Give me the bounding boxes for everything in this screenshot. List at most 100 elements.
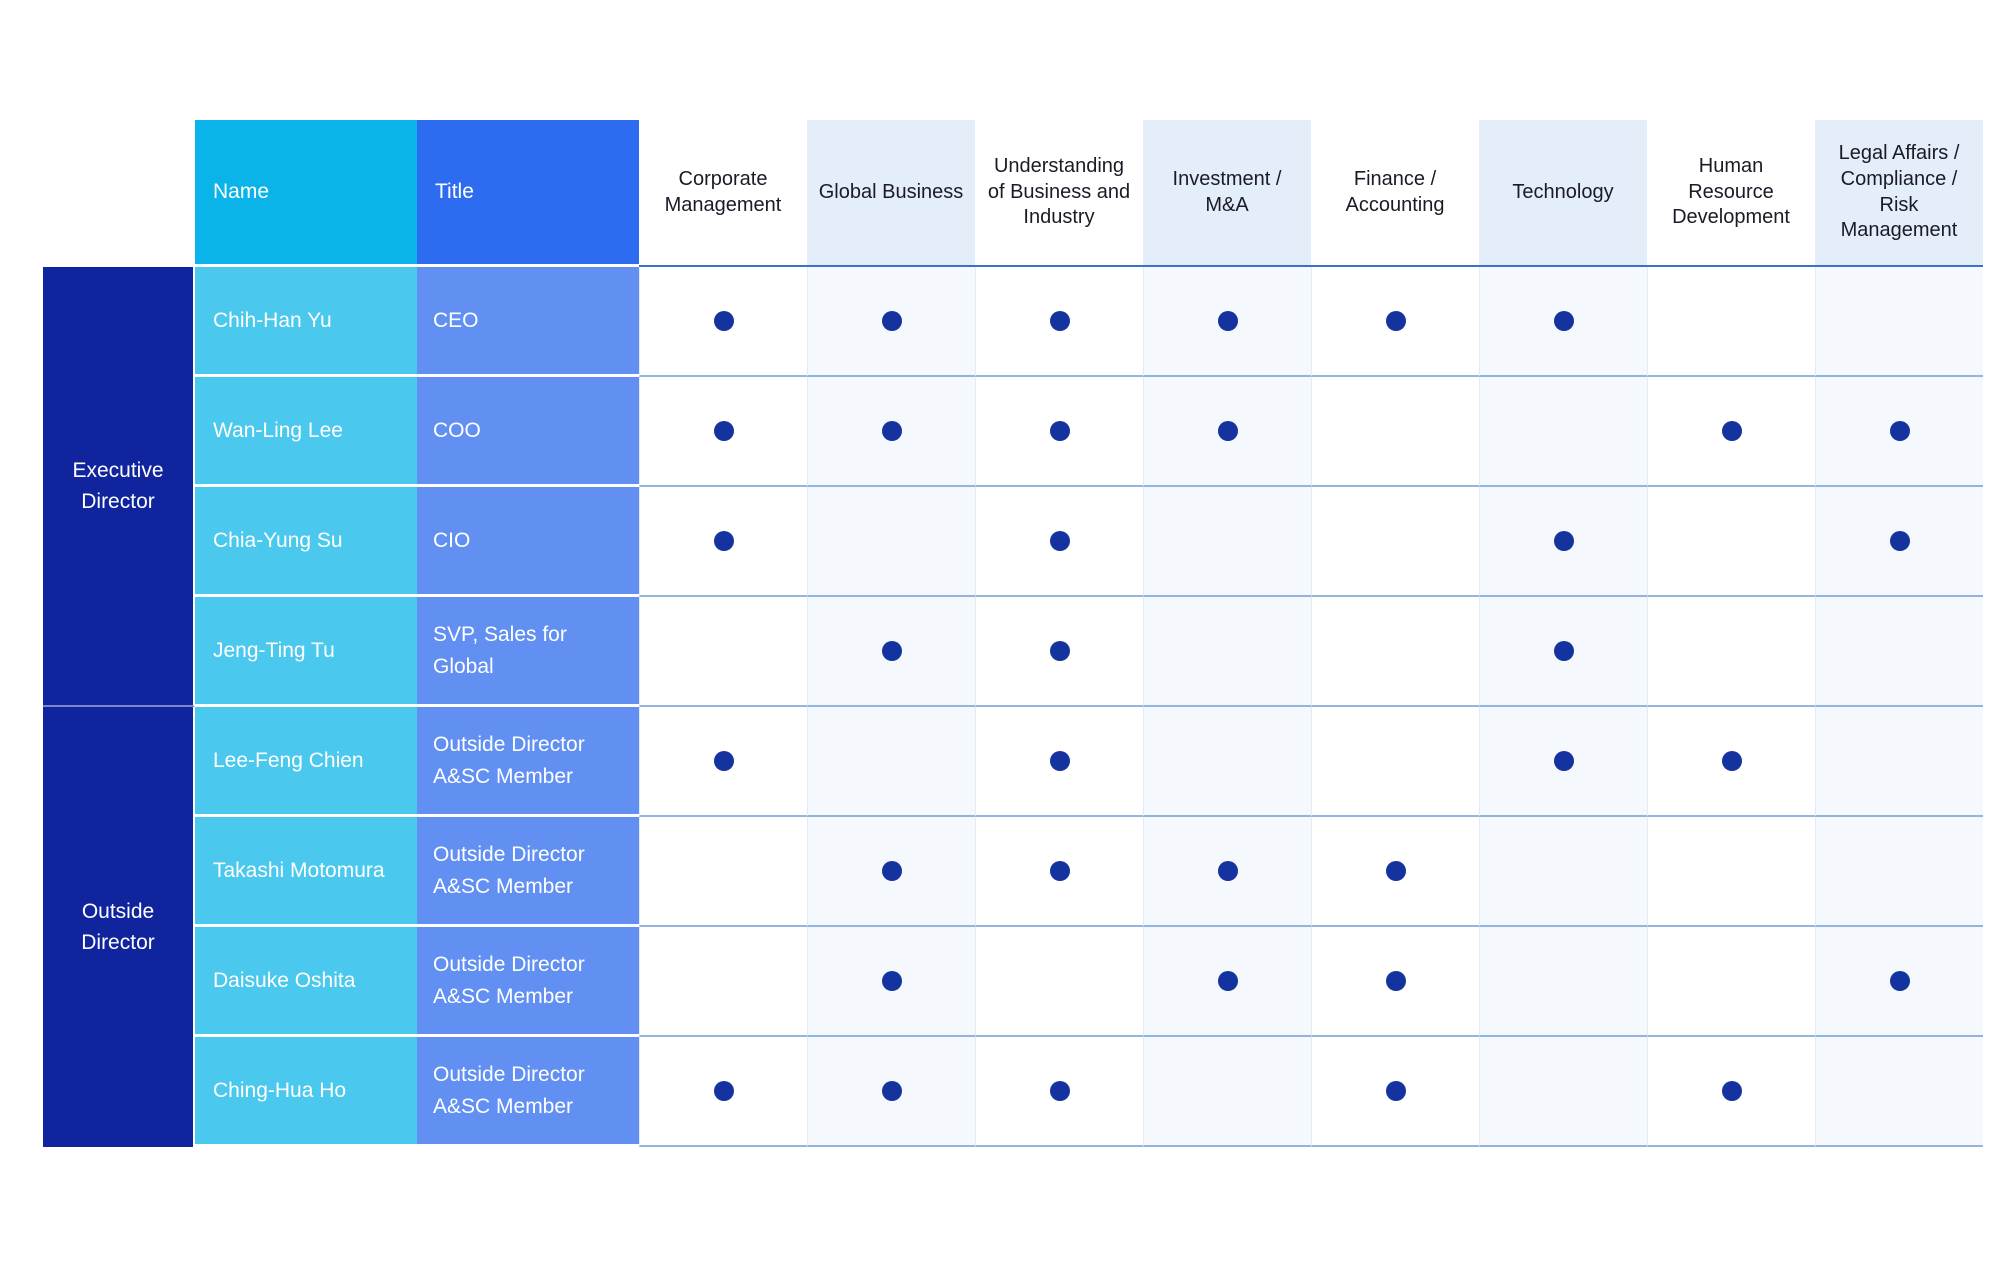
skill-cell bbox=[1815, 1037, 1983, 1147]
skill-column-header-understanding-of-business: Understanding of Business and Industry bbox=[975, 120, 1143, 267]
skill-cell bbox=[1311, 927, 1479, 1037]
skill-dot bbox=[1217, 421, 1238, 441]
title-cell: Outside Director A&SC Member bbox=[417, 1037, 639, 1147]
title-cell: Outside Director A&SC Member bbox=[417, 817, 639, 927]
skill-cell bbox=[1311, 377, 1479, 487]
title-cell: SVP, Sales for Global bbox=[417, 597, 639, 707]
name-cell: Lee-Feng Chien bbox=[195, 707, 417, 817]
skill-cell bbox=[1311, 817, 1479, 927]
skill-cell bbox=[1815, 377, 1983, 487]
skill-cell bbox=[639, 267, 807, 377]
name-cell: Takashi Motomura bbox=[195, 817, 417, 927]
skill-cell bbox=[1647, 377, 1815, 487]
skill-cell bbox=[1479, 707, 1647, 817]
skill-cell bbox=[975, 817, 1143, 927]
skill-cell bbox=[639, 597, 807, 707]
skill-dot bbox=[713, 421, 734, 441]
skill-column-header-investment-ma: Investment / M&A bbox=[1143, 120, 1311, 267]
skill-dot bbox=[1049, 311, 1070, 331]
skill-cell bbox=[1647, 1037, 1815, 1147]
skill-column-header-legal-affairs-compliance-risk: Legal Affairs / Compliance / Risk Manage… bbox=[1815, 120, 1983, 267]
skill-cell bbox=[807, 1037, 975, 1147]
name-cell: Ching-Hua Ho bbox=[195, 1037, 417, 1147]
skill-dot bbox=[881, 861, 902, 881]
skill-dot bbox=[1553, 531, 1574, 551]
name-cell: Chia-Yung Su bbox=[195, 487, 417, 597]
skill-cell bbox=[639, 377, 807, 487]
skill-cell bbox=[807, 707, 975, 817]
skill-dot bbox=[881, 421, 902, 441]
title-cell: Outside Director A&SC Member bbox=[417, 707, 639, 817]
skill-dot bbox=[881, 971, 902, 991]
skill-column-header-global-business: Global Business bbox=[807, 120, 975, 267]
skill-cell bbox=[1143, 1037, 1311, 1147]
skill-cell bbox=[807, 267, 975, 377]
skill-dot bbox=[1889, 971, 1910, 991]
skill-cell bbox=[1143, 267, 1311, 377]
skill-dot bbox=[1721, 1081, 1742, 1101]
skill-cell bbox=[639, 707, 807, 817]
skill-cell bbox=[1143, 487, 1311, 597]
skill-cell bbox=[1479, 267, 1647, 377]
skill-cell bbox=[807, 927, 975, 1037]
skill-column-header-finance-accounting: Finance / Accounting bbox=[1311, 120, 1479, 267]
skill-cell bbox=[1647, 817, 1815, 927]
skill-cell bbox=[1311, 1037, 1479, 1147]
skill-cell bbox=[1143, 597, 1311, 707]
skill-dot bbox=[1217, 311, 1238, 331]
skill-dot bbox=[713, 1081, 734, 1101]
skill-cell bbox=[807, 377, 975, 487]
skill-dot bbox=[1049, 531, 1070, 551]
title-cell: CEO bbox=[417, 267, 639, 377]
skill-dot bbox=[1721, 751, 1742, 771]
skill-cell bbox=[1815, 267, 1983, 377]
name-cell: Daisuke Oshita bbox=[195, 927, 417, 1037]
skill-dot bbox=[1553, 751, 1574, 771]
skill-cell bbox=[1479, 487, 1647, 597]
skill-dot bbox=[713, 751, 734, 771]
skill-cell bbox=[1479, 1037, 1647, 1147]
skill-cell bbox=[639, 817, 807, 927]
skill-cell bbox=[1815, 927, 1983, 1037]
skill-cell bbox=[1647, 597, 1815, 707]
skill-dot bbox=[1553, 311, 1574, 331]
skill-cell bbox=[1647, 487, 1815, 597]
skill-cell bbox=[1311, 267, 1479, 377]
skill-cell bbox=[975, 267, 1143, 377]
skill-cell bbox=[639, 1037, 807, 1147]
skill-cell bbox=[1311, 597, 1479, 707]
skill-cell bbox=[1479, 817, 1647, 927]
name-cell: Jeng-Ting Tu bbox=[195, 597, 417, 707]
skill-dot bbox=[713, 531, 734, 551]
skill-dot bbox=[1049, 641, 1070, 661]
title-cell: Outside Director A&SC Member bbox=[417, 927, 639, 1037]
corner-spacer bbox=[43, 120, 195, 267]
skill-cell bbox=[1143, 817, 1311, 927]
skill-column-header-technology: Technology bbox=[1479, 120, 1647, 267]
skill-dot bbox=[1385, 1081, 1406, 1101]
skill-cell bbox=[1143, 707, 1311, 817]
skill-dot bbox=[1385, 861, 1406, 881]
skill-dot bbox=[1385, 311, 1406, 331]
skill-cell bbox=[1647, 267, 1815, 377]
skill-cell bbox=[975, 487, 1143, 597]
skill-dot bbox=[713, 311, 734, 331]
skill-cell bbox=[1815, 487, 1983, 597]
skill-dot bbox=[881, 311, 902, 331]
skill-dot bbox=[1553, 641, 1574, 661]
skill-dot bbox=[1049, 421, 1070, 441]
skill-cell bbox=[975, 707, 1143, 817]
skill-cell bbox=[1311, 707, 1479, 817]
skill-dot bbox=[881, 1081, 902, 1101]
skill-dot bbox=[1049, 1081, 1070, 1101]
skill-cell bbox=[807, 597, 975, 707]
skill-column-header-corporate-management: Corporate Management bbox=[639, 120, 807, 267]
skill-cell bbox=[1815, 597, 1983, 707]
skill-dot bbox=[1217, 971, 1238, 991]
skill-cell bbox=[975, 927, 1143, 1037]
skill-cell bbox=[807, 487, 975, 597]
row-group-cell: Outside Director bbox=[43, 707, 195, 1147]
name-cell: Chih-Han Yu bbox=[195, 267, 417, 377]
skill-dot bbox=[881, 641, 902, 661]
